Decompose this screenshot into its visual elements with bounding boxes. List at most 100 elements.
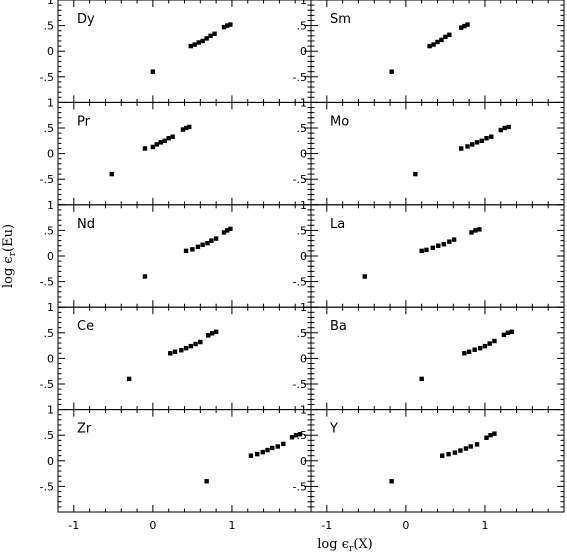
- data-point: [205, 241, 210, 246]
- data-point: [431, 42, 436, 47]
- data-point: [209, 331, 215, 336]
- y-tick-label: -.5: [293, 378, 307, 391]
- data-point: [477, 227, 482, 232]
- panel-frame: [310, 204, 565, 308]
- panel-frame: [57, 204, 312, 308]
- data-point: [447, 239, 452, 244]
- data-point: [443, 34, 448, 40]
- data-point: [281, 441, 286, 447]
- panel-label: Nd: [77, 217, 95, 232]
- y-tick-label: 0: [47, 148, 54, 161]
- y-tick-label: .5: [297, 20, 308, 33]
- panel-ba: 1 .5 0 -.5 Ba: [293, 301, 565, 411]
- data-point: [270, 445, 275, 451]
- panel-la: 1 .5 0 -.5 La: [293, 199, 565, 308]
- data-point: [419, 376, 424, 382]
- data-point: [509, 329, 515, 334]
- y-tick-label: 1: [47, 404, 54, 417]
- data-point: [188, 43, 194, 49]
- y-tick-label: 1: [300, 301, 307, 314]
- data-point: [472, 347, 477, 352]
- x-tick-label: 0: [402, 519, 409, 532]
- data-point: [463, 446, 469, 451]
- data-point: [465, 144, 470, 149]
- data-point: [180, 127, 186, 132]
- x-tick-label: -1: [68, 519, 79, 532]
- panel-ce: 1 .5 0 -.5 Ce: [40, 301, 312, 411]
- y-tick-label: -.5: [293, 173, 307, 186]
- y-tick-label: 1: [47, 96, 54, 109]
- y-tick-label: 1: [47, 0, 54, 7]
- data-point: [482, 343, 488, 349]
- y-tick-label: 0: [47, 352, 54, 365]
- data-point: [208, 33, 213, 39]
- panel-zr: 1 .5 0 -.5 Zr -1 0 1: [40, 404, 312, 532]
- data-point: [168, 351, 173, 356]
- y-tick-label: 0: [47, 250, 54, 263]
- data-point: [474, 442, 480, 447]
- panel-label: Mo: [330, 114, 349, 129]
- data-point: [389, 479, 394, 484]
- data-point: [200, 242, 205, 247]
- data-point: [260, 449, 265, 455]
- data-point: [447, 32, 452, 38]
- y-tick-label: 0: [300, 455, 307, 468]
- y-tick-label: -.5: [293, 71, 307, 84]
- panel-frame: [57, 409, 312, 513]
- data-point: [477, 345, 483, 351]
- y-tick-label: 1: [300, 96, 307, 109]
- data-point: [489, 134, 494, 139]
- data-point: [221, 24, 227, 30]
- panel-label: Ce: [77, 319, 94, 334]
- y-tick-label: .5: [297, 327, 308, 340]
- y-tick-label: -.5: [40, 378, 54, 391]
- y-tick-label: -.5: [40, 173, 54, 186]
- data-point: [458, 448, 463, 453]
- data-point: [172, 349, 178, 354]
- data-point: [193, 341, 198, 347]
- data-point: [459, 146, 464, 151]
- data-point: [190, 247, 195, 252]
- data-point: [419, 248, 424, 254]
- data-point: [427, 43, 432, 49]
- panel-nd: 1 .5 0 -.5 Nd: [40, 199, 312, 308]
- y-tick-label: 0: [300, 148, 307, 161]
- data-point: [479, 138, 484, 143]
- data-point: [150, 144, 156, 150]
- panel-mo: 1 .5 0 -.5 Mo: [293, 96, 565, 206]
- data-point: [170, 134, 175, 139]
- panel-label: Ba: [330, 319, 347, 334]
- y-axis-title: log ϵr(Eu): [1, 224, 18, 288]
- y-tick-label: 0: [47, 455, 54, 468]
- data-point: [209, 238, 214, 243]
- y-tick-label: 1: [300, 0, 307, 7]
- y-tick-label: .5: [44, 20, 55, 33]
- y-tick-label: -.5: [293, 480, 307, 493]
- panel-label: Zr: [77, 422, 92, 437]
- panel-label: Dy: [77, 12, 95, 27]
- data-point: [183, 345, 189, 351]
- data-point: [158, 140, 163, 145]
- panel-label: Sm: [330, 12, 351, 27]
- panel-label: La: [330, 217, 345, 232]
- y-tick-label: .5: [44, 327, 55, 340]
- data-point: [126, 376, 132, 382]
- data-point: [179, 348, 184, 353]
- data-point: [436, 243, 441, 248]
- y-tick-label: -.5: [40, 480, 54, 493]
- data-point: [498, 127, 503, 133]
- data-point: [213, 236, 219, 241]
- data-point: [487, 341, 492, 346]
- data-point: [362, 274, 367, 279]
- data-point: [183, 248, 189, 254]
- panel-label: Pr: [77, 114, 91, 129]
- y-tick-label: 0: [47, 45, 54, 58]
- data-point: [195, 244, 201, 249]
- data-point: [452, 450, 458, 455]
- data-point: [275, 444, 280, 449]
- y-tick-label: -.5: [40, 71, 54, 84]
- panel-frame: [57, 101, 312, 206]
- data-point: [228, 226, 233, 232]
- data-point: [430, 245, 435, 251]
- y-tick-label: 0: [300, 250, 307, 263]
